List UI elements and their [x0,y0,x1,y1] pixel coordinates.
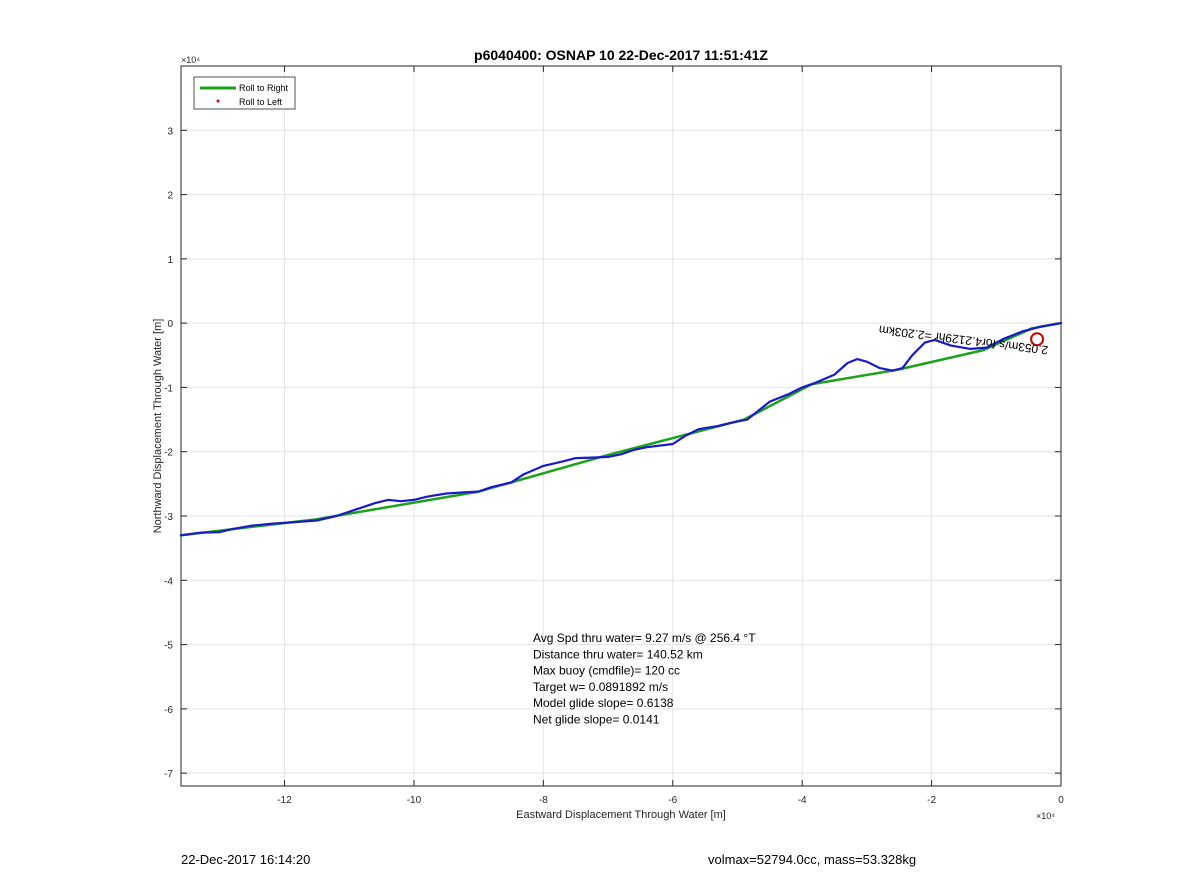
stat-line: Avg Spd thru water= 9.27 m/s @ 256.4 °T [533,631,756,645]
grid [181,66,1062,786]
x-tick-label: -2 [927,795,936,806]
stat-line: Max buoy (cmdfile)= 120 cc [533,664,680,678]
footer-info: volmax=52794.0cc, mass=53.328kg [708,852,917,867]
y-tick-label: -5 [164,641,173,652]
y-tick-label: -1 [164,383,173,394]
y-exponent-label: ×10⁴ [181,55,200,65]
y-tick-label: -2 [164,448,173,459]
stat-line: Distance thru water= 140.52 km [533,647,703,661]
stats-block: Avg Spd thru water= 9.27 m/s @ 256.4 °T D… [533,631,756,727]
legend-label-roll-right: Roll to Right [239,83,289,93]
stat-line: Net glide slope= 0.0141 [533,713,660,727]
plot-area [180,65,1062,787]
x-tick-label: -12 [277,795,292,806]
y-tick-label: -3 [164,512,173,523]
legend: Roll to Right Roll to Left [193,76,296,110]
y-tick-label: 1 [167,255,173,266]
y-tick-label: -6 [164,705,173,716]
y-tick-label: 0 [167,319,173,330]
x-tick-label: -4 [798,795,807,806]
y-tick-label: -7 [164,769,173,780]
legend-label-roll-left: Roll to Left [239,97,283,107]
legend-box [193,76,296,110]
x-tick-label: -8 [539,795,548,806]
stat-line: Model glide slope= 0.6138 [533,696,674,710]
x-exponent-label: ×10⁴ [1036,811,1055,821]
series-group [179,321,1063,537]
y-tick-label: 2 [167,191,173,202]
marker-circle [1030,332,1045,347]
x-tick-label: -6 [668,795,677,806]
y-axis-label: Northward Displacement Through Water [m] [152,319,164,534]
annotation-text: 2.053m/s for4.2129hr =2.203km [878,323,1049,358]
legend-swatch-roll-left [216,99,220,103]
x-tick-label: -10 [407,795,422,806]
y-tick-label: -4 [164,576,173,587]
chart-title: p6040400: OSNAP 10 22-Dec-2017 11:51:41Z [474,47,768,63]
stat-line: Target w= 0.0891892 m/s [533,680,668,694]
x-axis-label: Eastward Displacement Through Water [m] [516,809,726,821]
y-tick-label: 3 [167,126,173,137]
series-line-track [179,322,1063,537]
footer-timestamp: 22-Dec-2017 16:14:20 [181,852,311,867]
series-line-roll-right [179,321,1063,537]
x-tick-label: 0 [1058,795,1064,806]
markers: 2.053m/s for4.2129hr =2.203km [878,323,1049,358]
